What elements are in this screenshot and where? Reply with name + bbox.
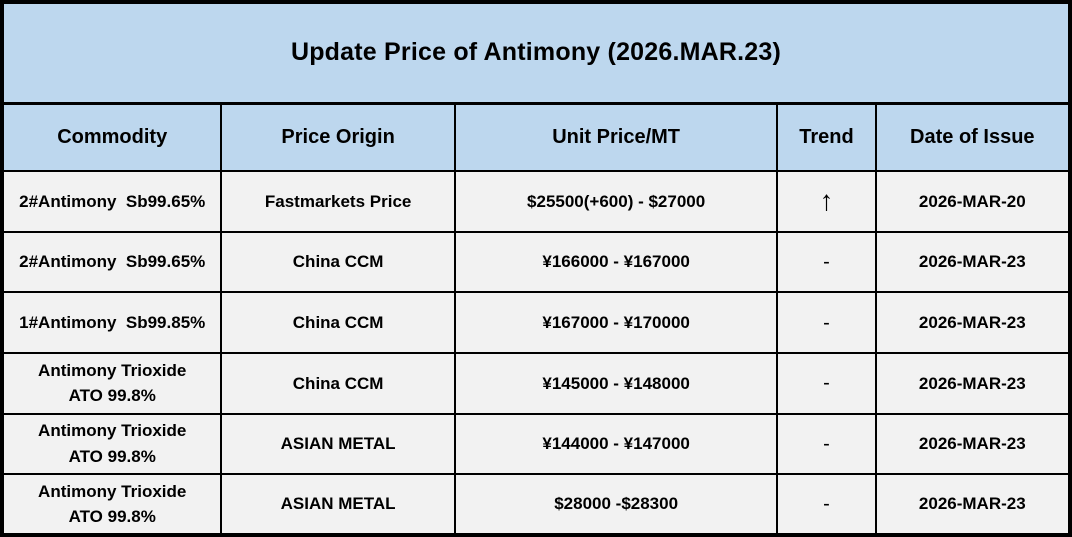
- trend-cell: -: [776, 473, 877, 536]
- trend-cell: -: [776, 291, 877, 354]
- commodity-cell: Antimony Trioxide ATO 99.8%: [0, 473, 223, 536]
- table-body: 2#Antimony Sb99.65% Fastmarkets Price $2…: [0, 170, 1072, 536]
- price-origin-cell: ASIAN METAL: [220, 412, 456, 476]
- date-of-issue-cell: 2026-MAR-23: [874, 412, 1072, 476]
- column-header-date-of-issue: Date of Issue: [874, 102, 1072, 172]
- unit-price-cell: ¥144000 - ¥147000: [453, 412, 779, 476]
- price-origin-cell: China CCM: [220, 291, 456, 354]
- commodity-cell: Antimony Trioxide ATO 99.8%: [0, 351, 223, 415]
- commodity-cell: 1#Antimony Sb99.85%: [0, 291, 223, 354]
- trend-cell: -: [776, 351, 877, 415]
- column-header-commodity: Commodity: [0, 102, 223, 172]
- table-row: 1#Antimony Sb99.85% China CCM ¥167000 - …: [0, 291, 1072, 354]
- column-header-price-origin: Price Origin: [220, 102, 456, 172]
- unit-price-cell: ¥167000 - ¥170000: [453, 291, 779, 354]
- table-row: Antimony Trioxide ATO 99.8% ASIAN METAL …: [0, 412, 1072, 476]
- title-row: Update Price of Antimony (2026.MAR.23): [1, 1, 1071, 105]
- page-title: Update Price of Antimony (2026.MAR.23): [1, 1, 1071, 105]
- commodity-cell: Antimony Trioxide ATO 99.8%: [0, 412, 223, 476]
- commodity-cell: 2#Antimony Sb99.65%: [0, 170, 223, 233]
- table-row: 2#Antimony Sb99.65% Fastmarkets Price $2…: [0, 170, 1072, 233]
- unit-price-cell: $25500(+600) - $27000: [453, 170, 779, 233]
- trend-cell: -: [776, 230, 877, 294]
- trend-cell: ↑: [776, 170, 877, 233]
- trend-cell: -: [776, 412, 877, 476]
- date-of-issue-cell: 2026-MAR-23: [874, 351, 1072, 415]
- column-header-trend: Trend: [776, 102, 877, 172]
- column-header-row: Commodity Price Origin Unit Price/MT Tre…: [0, 102, 1072, 172]
- table-row: 2#Antimony Sb99.65% China CCM ¥166000 - …: [0, 230, 1072, 294]
- price-origin-cell: China CCM: [220, 230, 456, 294]
- commodity-cell: 2#Antimony Sb99.65%: [0, 230, 223, 294]
- price-origin-cell: ASIAN METAL: [220, 473, 456, 536]
- column-header-unit-price: Unit Price/MT: [453, 102, 779, 172]
- price-origin-cell: Fastmarkets Price: [220, 170, 456, 233]
- date-of-issue-cell: 2026-MAR-20: [874, 170, 1072, 233]
- table-row: Antimony Trioxide ATO 99.8% ASIAN METAL …: [0, 473, 1072, 536]
- unit-price-cell: ¥145000 - ¥148000: [453, 351, 779, 415]
- date-of-issue-cell: 2026-MAR-23: [874, 230, 1072, 294]
- date-of-issue-cell: 2026-MAR-23: [874, 473, 1072, 536]
- unit-price-cell: $28000 -$28300: [453, 473, 779, 536]
- date-of-issue-cell: 2026-MAR-23: [874, 291, 1072, 354]
- unit-price-cell: ¥166000 - ¥167000: [453, 230, 779, 294]
- price-origin-cell: China CCM: [220, 351, 456, 415]
- table-row: Antimony Trioxide ATO 99.8% China CCM ¥1…: [0, 351, 1072, 415]
